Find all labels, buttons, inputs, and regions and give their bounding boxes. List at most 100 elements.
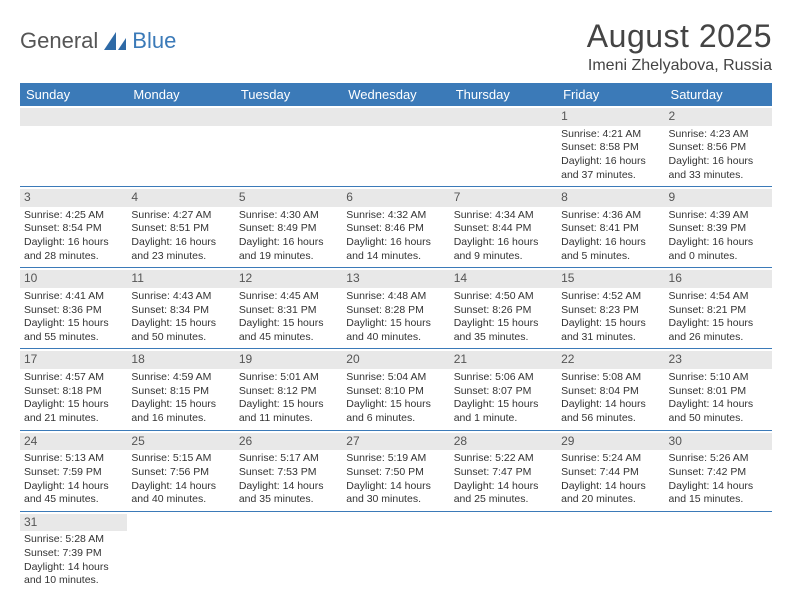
sunset-text: Sunset: 8:04 PM [561, 385, 660, 399]
daylight-text-2: and 35 minutes. [239, 493, 338, 507]
day-details: Sunrise: 4:21 AMSunset: 8:58 PMDaylight:… [561, 128, 660, 183]
sunrise-text: Sunrise: 5:26 AM [669, 452, 768, 466]
sunset-text: Sunset: 8:58 PM [561, 141, 660, 155]
day-details: Sunrise: 5:19 AMSunset: 7:50 PMDaylight:… [346, 452, 445, 507]
sunrise-text: Sunrise: 5:04 AM [346, 371, 445, 385]
day-details: Sunrise: 4:54 AMSunset: 8:21 PMDaylight:… [669, 290, 768, 345]
day-header: Monday [127, 83, 234, 106]
day-number: 15 [557, 270, 664, 288]
sunset-text: Sunset: 8:31 PM [239, 304, 338, 318]
sunset-text: Sunset: 7:50 PM [346, 466, 445, 480]
sunrise-text: Sunrise: 4:59 AM [131, 371, 230, 385]
daylight-text-2: and 50 minutes. [131, 331, 230, 345]
day-number: 14 [450, 270, 557, 288]
daylight-text-1: Daylight: 15 hours [454, 398, 553, 412]
calendar-table: SundayMondayTuesdayWednesdayThursdayFrid… [20, 83, 772, 592]
calendar-week-row: 10Sunrise: 4:41 AMSunset: 8:36 PMDayligh… [20, 268, 772, 349]
day-header: Saturday [665, 83, 772, 106]
calendar-cell: 19Sunrise: 5:01 AMSunset: 8:12 PMDayligh… [235, 349, 342, 430]
daylight-text-2: and 33 minutes. [669, 169, 768, 183]
logo: General Blue [20, 28, 176, 54]
daylight-text-1: Daylight: 15 hours [24, 398, 123, 412]
day-number: 17 [20, 351, 127, 369]
daylight-text-2: and 30 minutes. [346, 493, 445, 507]
day-details: Sunrise: 5:10 AMSunset: 8:01 PMDaylight:… [669, 371, 768, 426]
day-number: 5 [235, 189, 342, 207]
sunset-text: Sunset: 8:21 PM [669, 304, 768, 318]
daylight-text-1: Daylight: 15 hours [669, 317, 768, 331]
sunset-text: Sunset: 8:39 PM [669, 222, 768, 236]
day-details: Sunrise: 4:23 AMSunset: 8:56 PMDaylight:… [669, 128, 768, 183]
calendar-cell: 27Sunrise: 5:19 AMSunset: 7:50 PMDayligh… [342, 430, 449, 511]
daylight-text-1: Daylight: 14 hours [24, 480, 123, 494]
calendar-head: SundayMondayTuesdayWednesdayThursdayFrid… [20, 83, 772, 106]
calendar-cell: 15Sunrise: 4:52 AMSunset: 8:23 PMDayligh… [557, 268, 664, 349]
daylight-text-1: Daylight: 16 hours [561, 236, 660, 250]
day-number: 28 [450, 433, 557, 451]
day-number [450, 514, 557, 532]
calendar-cell: 13Sunrise: 4:48 AMSunset: 8:28 PMDayligh… [342, 268, 449, 349]
daylight-text-2: and 28 minutes. [24, 250, 123, 264]
day-number: 2 [665, 108, 772, 126]
calendar-cell: 10Sunrise: 4:41 AMSunset: 8:36 PMDayligh… [20, 268, 127, 349]
daylight-text-2: and 15 minutes. [669, 493, 768, 507]
daylight-text-2: and 20 minutes. [561, 493, 660, 507]
calendar-cell: 26Sunrise: 5:17 AMSunset: 7:53 PMDayligh… [235, 430, 342, 511]
day-header: Sunday [20, 83, 127, 106]
daylight-text-2: and 23 minutes. [131, 250, 230, 264]
sunset-text: Sunset: 8:15 PM [131, 385, 230, 399]
daylight-text-1: Daylight: 16 hours [24, 236, 123, 250]
sunrise-text: Sunrise: 4:30 AM [239, 209, 338, 223]
sunset-text: Sunset: 8:46 PM [346, 222, 445, 236]
calendar-week-row: 17Sunrise: 4:57 AMSunset: 8:18 PMDayligh… [20, 349, 772, 430]
daylight-text-2: and 50 minutes. [669, 412, 768, 426]
daylight-text-2: and 40 minutes. [131, 493, 230, 507]
day-number: 26 [235, 433, 342, 451]
sunrise-text: Sunrise: 4:36 AM [561, 209, 660, 223]
calendar-cell [665, 511, 772, 592]
sunset-text: Sunset: 8:26 PM [454, 304, 553, 318]
calendar-cell [450, 511, 557, 592]
sunset-text: Sunset: 8:41 PM [561, 222, 660, 236]
day-number: 12 [235, 270, 342, 288]
calendar-cell [342, 511, 449, 592]
daylight-text-1: Daylight: 16 hours [131, 236, 230, 250]
day-details: Sunrise: 5:22 AMSunset: 7:47 PMDaylight:… [454, 452, 553, 507]
calendar-cell: 18Sunrise: 4:59 AMSunset: 8:15 PMDayligh… [127, 349, 234, 430]
daylight-text-2: and 5 minutes. [561, 250, 660, 264]
daylight-text-2: and 6 minutes. [346, 412, 445, 426]
month-title: August 2025 [587, 18, 772, 55]
daylight-text-1: Daylight: 15 hours [24, 317, 123, 331]
calendar-cell: 29Sunrise: 5:24 AMSunset: 7:44 PMDayligh… [557, 430, 664, 511]
daylight-text-2: and 16 minutes. [131, 412, 230, 426]
logo-text-blue: Blue [132, 28, 176, 54]
header: General Blue August 2025 Imeni Zhelyabov… [20, 18, 772, 75]
daylight-text-2: and 37 minutes. [561, 169, 660, 183]
calendar-cell: 31Sunrise: 5:28 AMSunset: 7:39 PMDayligh… [20, 511, 127, 592]
daylight-text-2: and 26 minutes. [669, 331, 768, 345]
daylight-text-1: Daylight: 15 hours [131, 398, 230, 412]
logo-text-general: General [20, 28, 98, 54]
day-number: 16 [665, 270, 772, 288]
day-number: 29 [557, 433, 664, 451]
day-details: Sunrise: 5:26 AMSunset: 7:42 PMDaylight:… [669, 452, 768, 507]
day-number: 4 [127, 189, 234, 207]
daylight-text-1: Daylight: 14 hours [669, 480, 768, 494]
day-details: Sunrise: 4:39 AMSunset: 8:39 PMDaylight:… [669, 209, 768, 264]
sunset-text: Sunset: 8:01 PM [669, 385, 768, 399]
day-number: 20 [342, 351, 449, 369]
daylight-text-1: Daylight: 16 hours [669, 236, 768, 250]
day-header: Friday [557, 83, 664, 106]
daylight-text-2: and 31 minutes. [561, 331, 660, 345]
sunrise-text: Sunrise: 4:45 AM [239, 290, 338, 304]
daylight-text-2: and 10 minutes. [24, 574, 123, 588]
sunrise-text: Sunrise: 4:21 AM [561, 128, 660, 142]
day-number [127, 108, 234, 126]
sunrise-text: Sunrise: 4:52 AM [561, 290, 660, 304]
calendar-body: 1Sunrise: 4:21 AMSunset: 8:58 PMDaylight… [20, 106, 772, 592]
sunset-text: Sunset: 8:54 PM [24, 222, 123, 236]
day-number: 19 [235, 351, 342, 369]
sunrise-text: Sunrise: 4:27 AM [131, 209, 230, 223]
daylight-text-1: Daylight: 15 hours [239, 317, 338, 331]
calendar-cell: 9Sunrise: 4:39 AMSunset: 8:39 PMDaylight… [665, 187, 772, 268]
